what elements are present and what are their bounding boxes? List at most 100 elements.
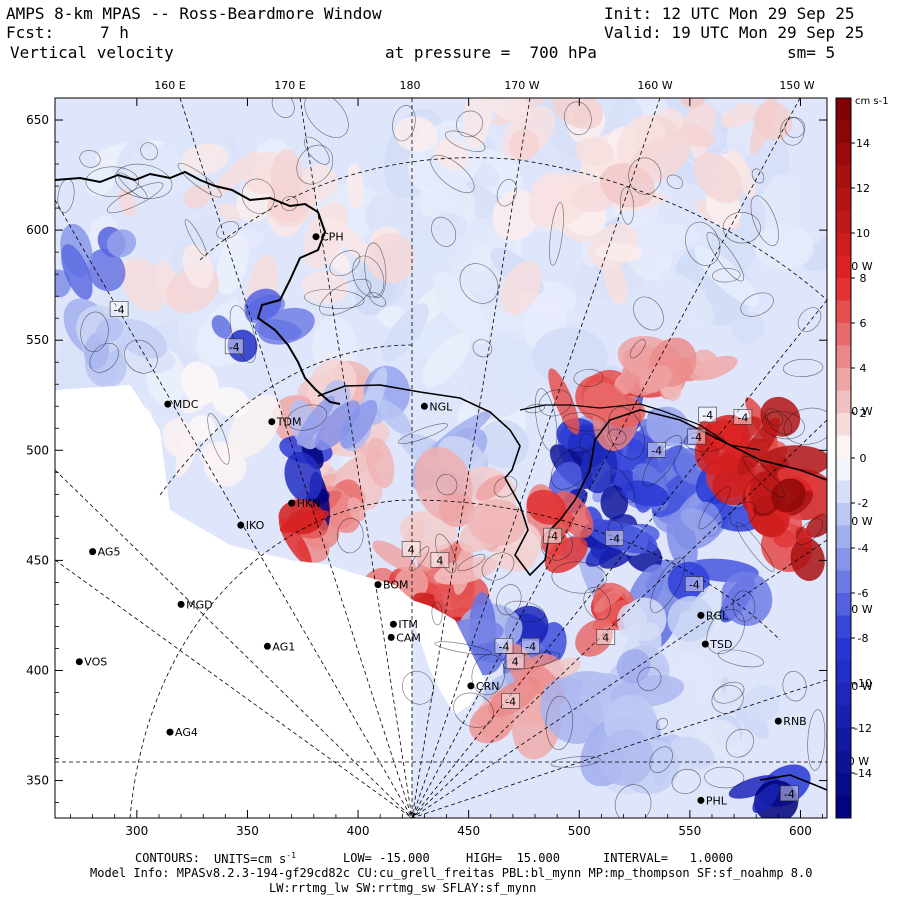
station-marker — [312, 233, 320, 241]
field-blob — [492, 190, 540, 241]
footer-units-text: UNITS=cm s — [214, 852, 287, 866]
lon-label: 180 — [400, 79, 421, 92]
contour-line — [722, 211, 761, 244]
graticule — [55, 98, 827, 818]
field-blob — [556, 418, 599, 452]
station-marker — [288, 499, 296, 507]
contour-line — [538, 389, 572, 417]
field-blob — [217, 202, 241, 222]
contour-label: -4 — [499, 640, 510, 653]
contour-line — [352, 255, 385, 298]
contour-label-box — [596, 629, 616, 645]
field-blob — [627, 292, 652, 348]
station-marker — [263, 642, 271, 650]
field-blob — [121, 258, 167, 312]
contour-label: -4 — [525, 640, 536, 653]
contour-label: 4 — [436, 554, 443, 567]
field-blob — [680, 508, 719, 536]
contour-line — [550, 447, 591, 490]
contour-line — [761, 410, 806, 440]
station-label-cam: CAM — [396, 631, 421, 644]
station-marker — [387, 633, 395, 641]
field-blob — [366, 232, 415, 284]
station-label-ag4: AG4 — [175, 726, 198, 739]
contour-line — [89, 342, 119, 373]
contour-label-box — [687, 428, 706, 445]
field-blob — [106, 229, 137, 258]
colorbar-segment — [836, 683, 851, 706]
station-marker — [774, 717, 782, 725]
station-label-crn: CRN — [476, 680, 500, 693]
field-blob — [462, 98, 492, 148]
contour-label-box — [109, 301, 129, 317]
contour-line — [430, 154, 475, 194]
station-marker — [701, 640, 709, 648]
coastline-marie-byrd — [519, 403, 761, 451]
field-blob — [680, 98, 705, 108]
contour-line — [496, 179, 517, 207]
lon-label: 160 E — [154, 79, 185, 92]
contour-line — [397, 423, 448, 445]
contour-label-box — [543, 527, 563, 544]
contour-line — [229, 305, 257, 363]
contour-label-box — [605, 530, 624, 546]
colorbar-segment — [836, 98, 851, 121]
field-blob — [720, 571, 773, 626]
plot-frame — [54, 97, 828, 819]
contour-line — [671, 768, 701, 794]
contour-line — [402, 670, 434, 705]
contour-label-box — [224, 338, 244, 355]
station-marker — [237, 521, 245, 529]
contour-line — [281, 196, 298, 211]
station-label-phl: PHL — [706, 794, 728, 807]
contour-line — [85, 166, 139, 197]
valid-time: Valid: 19 UTC Mon 29 Sep 25 — [604, 23, 865, 42]
field-blob — [368, 195, 395, 234]
field-blob — [434, 138, 469, 171]
contour-line — [481, 552, 515, 581]
footer-units-exp: -1 — [286, 851, 296, 860]
contour-line — [655, 717, 668, 731]
contour-label: -4 — [784, 788, 795, 801]
contour-line — [706, 608, 745, 655]
contour-label-box — [401, 541, 421, 557]
colorbar-segment — [836, 750, 851, 774]
contour-label: -4 — [609, 532, 620, 545]
contour-line — [610, 467, 636, 503]
colorbar-segment — [836, 390, 851, 414]
footer-model-info-2: LW:rrtmg_lw SW:rrtmg_sw SFLAY:sf_mynn — [269, 881, 537, 895]
contour-line — [496, 584, 522, 616]
pressure-level: at pressure = 700 hPa — [385, 43, 597, 62]
colorbar-tick-label: 4 — [860, 362, 867, 375]
field-blob — [598, 729, 654, 787]
field-blob — [749, 471, 779, 514]
contour-line — [795, 518, 824, 545]
colorbar-segment — [836, 300, 851, 324]
field-blob — [616, 649, 651, 684]
colorbar-segment — [836, 548, 851, 571]
field-blob — [737, 417, 780, 475]
contour-label-box — [521, 637, 540, 654]
contour-line — [184, 219, 207, 257]
contour-line — [666, 174, 684, 189]
contour-label: -4 — [689, 579, 700, 592]
contour-label: -4 — [651, 444, 662, 457]
station-marker — [89, 548, 97, 556]
contour-line — [782, 671, 807, 702]
contour-line — [459, 263, 499, 304]
contour-line — [717, 649, 764, 668]
y-tick-label: 650 — [26, 113, 49, 127]
contour-line — [124, 339, 158, 374]
contour-line — [729, 501, 757, 528]
field-blob — [492, 543, 536, 572]
colorbar-tick-label: -4 — [858, 542, 869, 555]
contour-line — [304, 98, 349, 138]
field-blob — [752, 783, 780, 814]
colorbar-tick-label: 12 — [856, 182, 870, 195]
contour-line — [216, 221, 240, 240]
contour-label-box — [698, 406, 717, 423]
footer-contours-label: CONTOURS: — [135, 851, 201, 865]
colorbar-tick-label: 6 — [860, 317, 867, 330]
field-blob — [575, 619, 614, 657]
field-blob — [574, 137, 614, 167]
